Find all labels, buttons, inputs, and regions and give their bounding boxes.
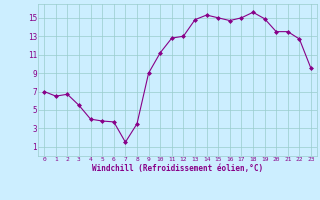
X-axis label: Windchill (Refroidissement éolien,°C): Windchill (Refroidissement éolien,°C) bbox=[92, 164, 263, 173]
